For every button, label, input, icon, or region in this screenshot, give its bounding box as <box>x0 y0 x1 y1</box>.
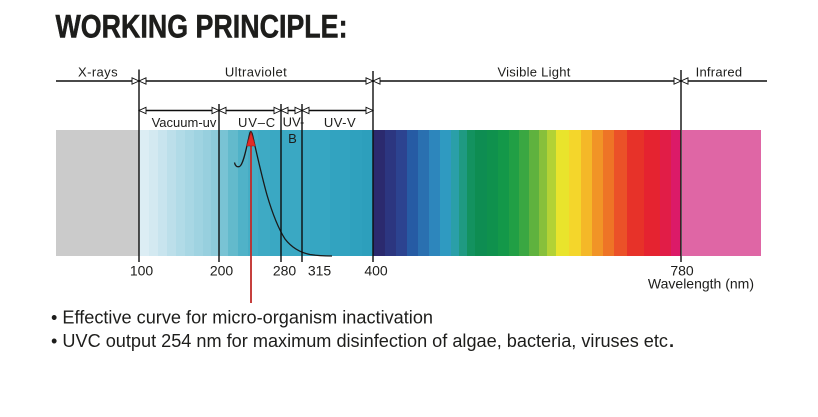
svg-text:B: B <box>288 131 297 146</box>
svg-text:400: 400 <box>364 263 388 279</box>
svg-text:280: 280 <box>273 263 297 279</box>
svg-text:100: 100 <box>130 263 154 279</box>
svg-text:Infrared: Infrared <box>696 65 743 80</box>
svg-text:Vacuum-uv: Vacuum-uv <box>152 115 217 130</box>
svg-text:200: 200 <box>210 263 234 279</box>
svg-text:Ultraviolet: Ultraviolet <box>225 65 287 80</box>
svg-text:315: 315 <box>308 263 332 279</box>
svg-text:• UVC output 254 nm for maximu: • UVC output 254 nm for maximum disinfec… <box>51 330 668 351</box>
svg-text:UV-V: UV-V <box>324 115 356 130</box>
svg-text:Wavelength (nm): Wavelength (nm) <box>648 276 754 292</box>
svg-text:WORKING PRINCIPLE:: WORKING PRINCIPLE: <box>56 9 348 45</box>
svg-text:.: . <box>669 330 674 351</box>
svg-text:X-rays: X-rays <box>78 65 118 80</box>
svg-text:• Effective curve for micro-or: • Effective curve for micro-organism ina… <box>51 307 433 328</box>
svg-text:UV–C: UV–C <box>238 115 276 130</box>
svg-text:Visible Light: Visible Light <box>497 65 570 80</box>
svg-text:UV-: UV- <box>283 115 305 130</box>
svg-text:780: 780 <box>670 263 694 279</box>
